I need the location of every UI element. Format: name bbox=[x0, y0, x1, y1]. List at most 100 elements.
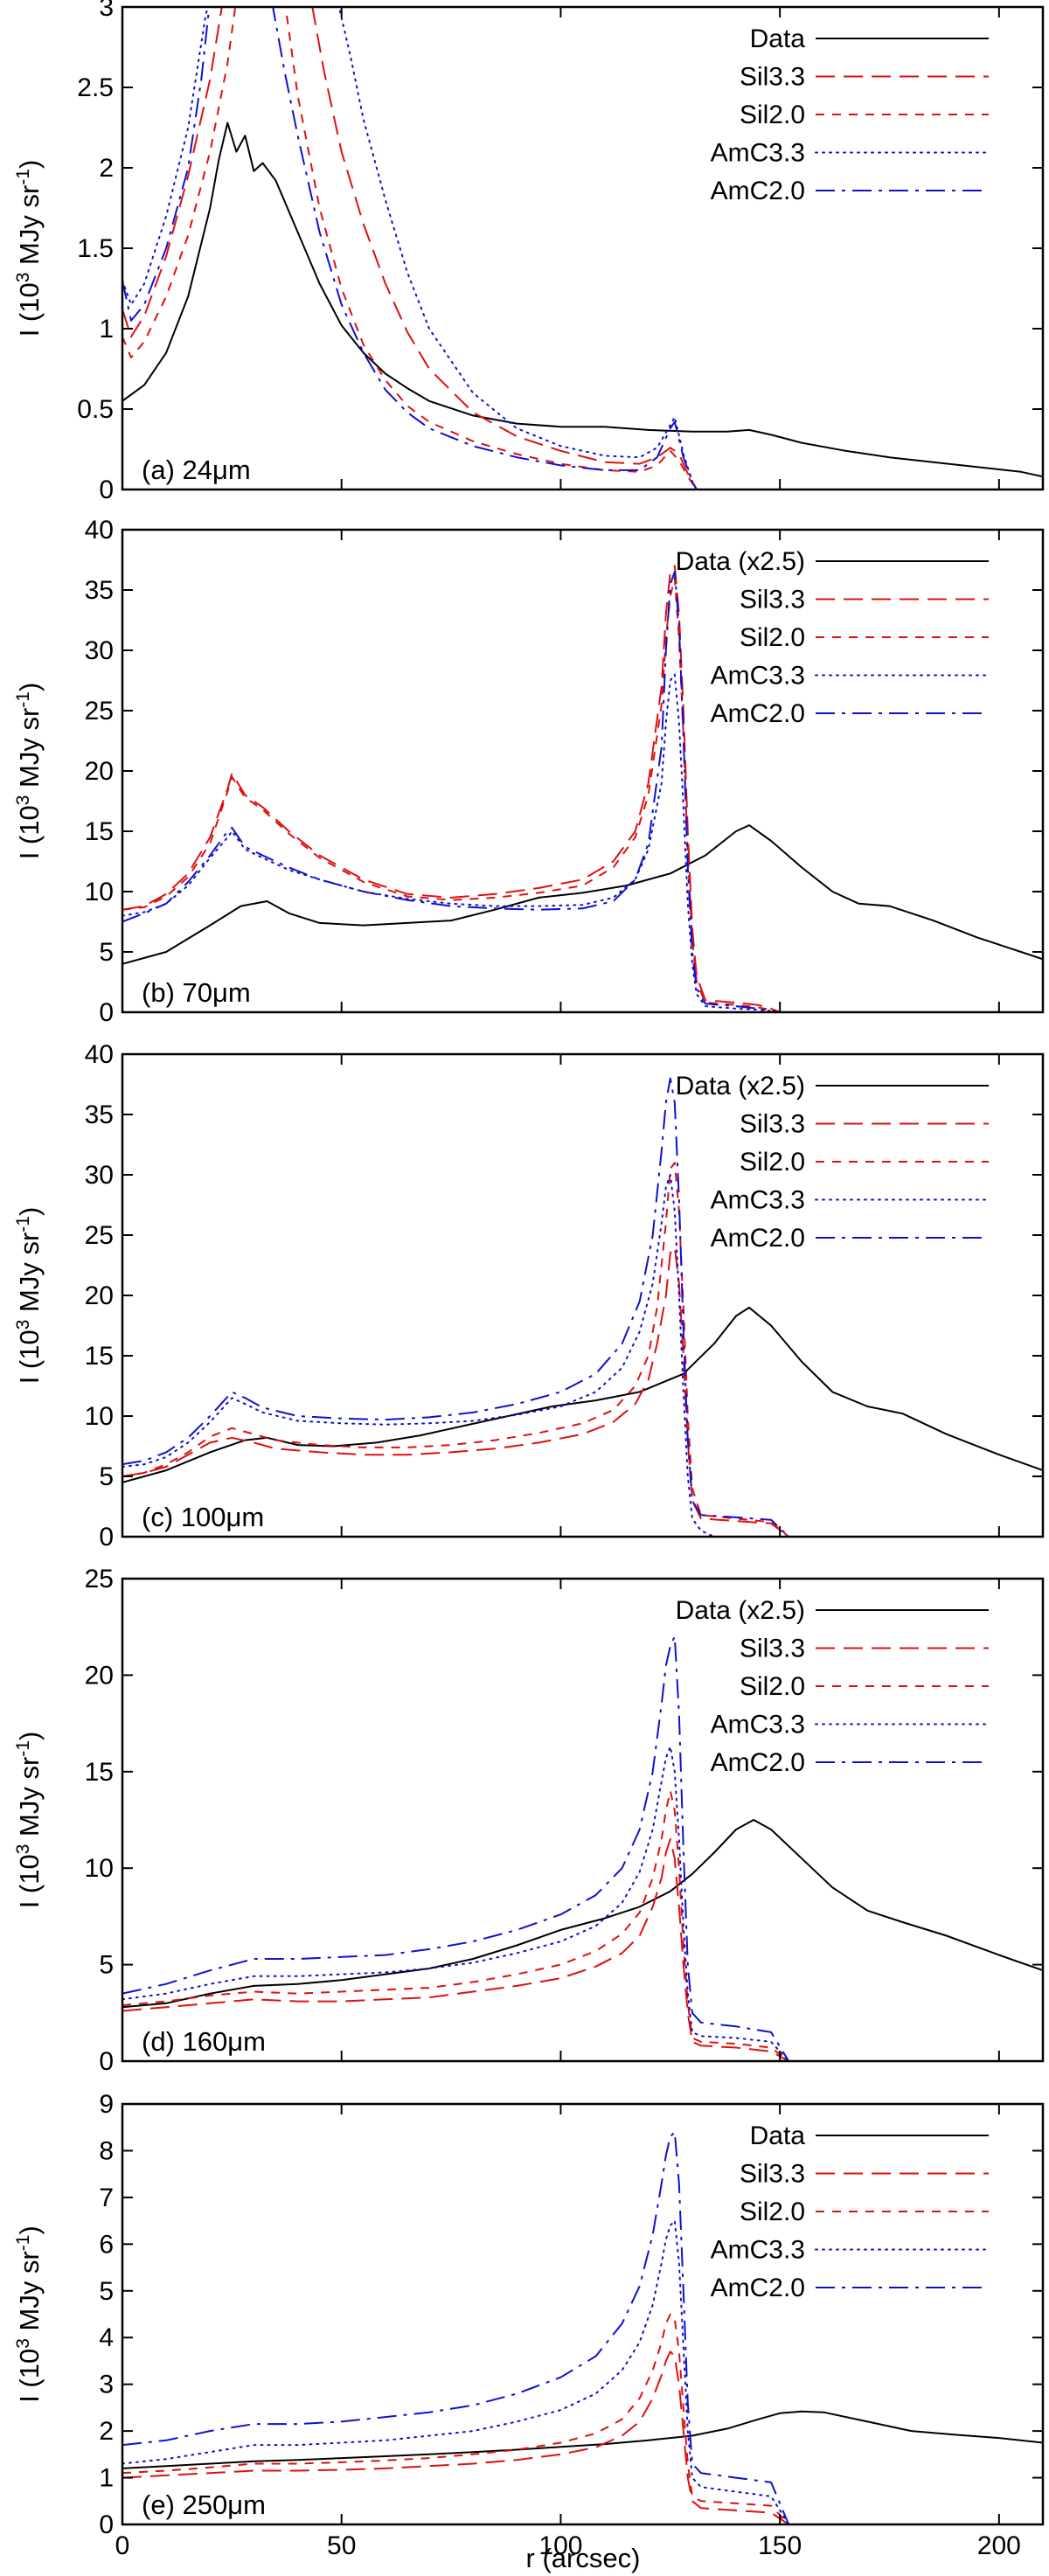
plot-frame bbox=[121, 5, 1045, 491]
y-tick-label: 5 bbox=[99, 938, 114, 967]
series-data-x2-5-line bbox=[122, 1819, 1043, 2009]
x-tick-label: 0 bbox=[115, 2531, 130, 2560]
series-sil3-3-line bbox=[122, 7, 698, 490]
y-tick-label: 1 bbox=[99, 315, 114, 344]
y-tick-label: 25 bbox=[85, 1565, 114, 1594]
series-group bbox=[122, 1077, 1043, 1537]
y-tick-label: 0 bbox=[99, 476, 114, 504]
y-tick-label: 5 bbox=[99, 1462, 114, 1491]
legend-label: Sil3.3 bbox=[740, 1635, 805, 1663]
y-tick-label: 15 bbox=[85, 1758, 114, 1787]
y-tick-label: 3 bbox=[99, 2371, 114, 2399]
x-tick-label: 50 bbox=[327, 2531, 356, 2560]
panel-label: (b) 70μm bbox=[142, 977, 251, 1008]
y-tick-label: 1 bbox=[99, 2464, 114, 2493]
y-axis-label-part: ) bbox=[14, 2225, 45, 2234]
legend-label: Sil2.0 bbox=[740, 1148, 805, 1177]
y-axis-label: I (103 MJy sr-1) bbox=[13, 1732, 45, 1909]
y-tick-label: 10 bbox=[85, 1854, 114, 1883]
series-group bbox=[122, 565, 1043, 1012]
series-sil3-3-line bbox=[122, 1838, 789, 2061]
y-axis-label-superscript: 3 bbox=[13, 2338, 33, 2349]
series-data-line bbox=[122, 122, 1043, 478]
y-tick-label: 0 bbox=[99, 2510, 114, 2539]
y-tick-label: 30 bbox=[85, 1161, 114, 1190]
y-tick-label: 0 bbox=[99, 998, 114, 1027]
series-data-x2-5-line bbox=[122, 824, 1043, 965]
legend-label: AmC2.0 bbox=[711, 699, 805, 728]
panel-5: 0 1 2 3 4 5 6 7 8 9 0 50 100 150 200 (e) 250μm Data Sil3.… bbox=[13, 2090, 1045, 2560]
series-amc3-3-line bbox=[122, 7, 698, 490]
y-tick-label: 7 bbox=[99, 2184, 114, 2212]
y-tick-label: 6 bbox=[99, 2230, 114, 2259]
panel-4: 0 5 10 15 20 25 (d) 160μm Data (x2.5) Sil3.3 Sil2… bbox=[13, 1565, 1045, 2076]
x-tick-label: 100 bbox=[538, 2531, 582, 2560]
series-data-line bbox=[122, 2410, 1043, 2469]
y-tick-label: 35 bbox=[85, 1101, 114, 1129]
legend-label: Sil3.3 bbox=[740, 1110, 805, 1139]
x-tick-label: 200 bbox=[977, 2531, 1021, 2560]
y-axis-label-part: MJy sr bbox=[14, 2251, 45, 2338]
y-tick-label: 8 bbox=[99, 2136, 114, 2165]
y-axis-label: I (103 MJy sr-1) bbox=[13, 160, 45, 337]
series-sil2-0-line bbox=[122, 2313, 789, 2524]
y-axis-label-superscript: 3 bbox=[13, 273, 33, 283]
y-tick-label: 5 bbox=[99, 2277, 114, 2306]
legend-label: AmC2.0 bbox=[711, 2274, 805, 2302]
legend-label: Sil2.0 bbox=[740, 2198, 805, 2226]
y-axis-label-superscript: 3 bbox=[13, 795, 33, 806]
panel-label: (d) 160μm bbox=[142, 2026, 266, 2057]
y-tick-label: 35 bbox=[85, 576, 114, 605]
y-tick-label: 2.5 bbox=[77, 73, 114, 102]
plot-frame bbox=[121, 528, 1045, 1014]
series-group bbox=[122, 7, 1043, 490]
y-tick-label: 5 bbox=[99, 1951, 114, 1980]
x-axis-label: r (arcsec) bbox=[526, 2543, 641, 2573]
y-axis-label-part: I (10 bbox=[14, 1854, 45, 1908]
panel-label: (c) 100μm bbox=[142, 1502, 264, 1532]
y-axis-label: I (103 MJy sr-1) bbox=[13, 683, 45, 860]
legend-label: Sil3.3 bbox=[740, 63, 805, 92]
y-tick-label: 20 bbox=[85, 1661, 114, 1690]
y-axis-label-superscript: -1 bbox=[13, 1740, 33, 1757]
legend-label: Data (x2.5) bbox=[676, 547, 805, 576]
y-tick-label: 0.5 bbox=[77, 395, 114, 424]
series-group bbox=[122, 2131, 1043, 2524]
series-data-x2-5-line bbox=[122, 1306, 1043, 1483]
y-tick-label: 10 bbox=[85, 878, 114, 906]
legend-label: Sil3.3 bbox=[740, 2160, 805, 2189]
y-tick-label: 15 bbox=[85, 1342, 114, 1371]
y-axis-label-superscript: -1 bbox=[13, 169, 33, 185]
series-sil2-0-line bbox=[122, 1789, 789, 2061]
series-amc3-3-line bbox=[122, 1174, 715, 1537]
legend-label: Data bbox=[750, 24, 806, 53]
series-group bbox=[122, 1635, 1043, 2061]
y-axis-label-part: ) bbox=[14, 1732, 45, 1740]
legend-label: AmC3.3 bbox=[711, 1186, 805, 1215]
legend-label: Sil2.0 bbox=[740, 101, 805, 129]
legend-label: AmC2.0 bbox=[711, 1748, 805, 1777]
panel-label: (a) 24μm bbox=[142, 455, 251, 485]
y-axis-label-part: I (10 bbox=[14, 282, 45, 337]
series-sil3-3-line bbox=[122, 565, 781, 1012]
y-axis-label-part: MJy sr bbox=[14, 708, 45, 795]
legend-label: AmC2.0 bbox=[711, 177, 805, 205]
series-amc2-0-line bbox=[122, 2131, 790, 2524]
legend-label: AmC3.3 bbox=[711, 2236, 805, 2265]
y-axis-label: I (103 MJy sr-1) bbox=[13, 2225, 45, 2403]
y-axis-label-superscript: -1 bbox=[13, 691, 33, 708]
series-amc3-3-line bbox=[122, 673, 782, 1012]
series-amc3-3-line bbox=[122, 2219, 790, 2524]
legend-label: Data bbox=[750, 2121, 806, 2150]
y-axis-label-superscript: 3 bbox=[13, 1844, 33, 1855]
y-tick-label: 9 bbox=[99, 2090, 114, 2119]
y-tick-label: 25 bbox=[85, 697, 114, 726]
legend-label: AmC3.3 bbox=[711, 662, 805, 691]
y-axis-label-part: I (10 bbox=[14, 2349, 45, 2403]
panel-2: 0 5 10 15 20 25 30 35 40 (b) 70μm Data (x2.5) Sil3.… bbox=[13, 516, 1045, 1027]
series-amc2-0-line bbox=[122, 7, 698, 490]
y-tick-label: 30 bbox=[85, 636, 114, 665]
y-tick-label: 0 bbox=[99, 1523, 114, 1552]
x-tick-label: 150 bbox=[758, 2531, 802, 2560]
